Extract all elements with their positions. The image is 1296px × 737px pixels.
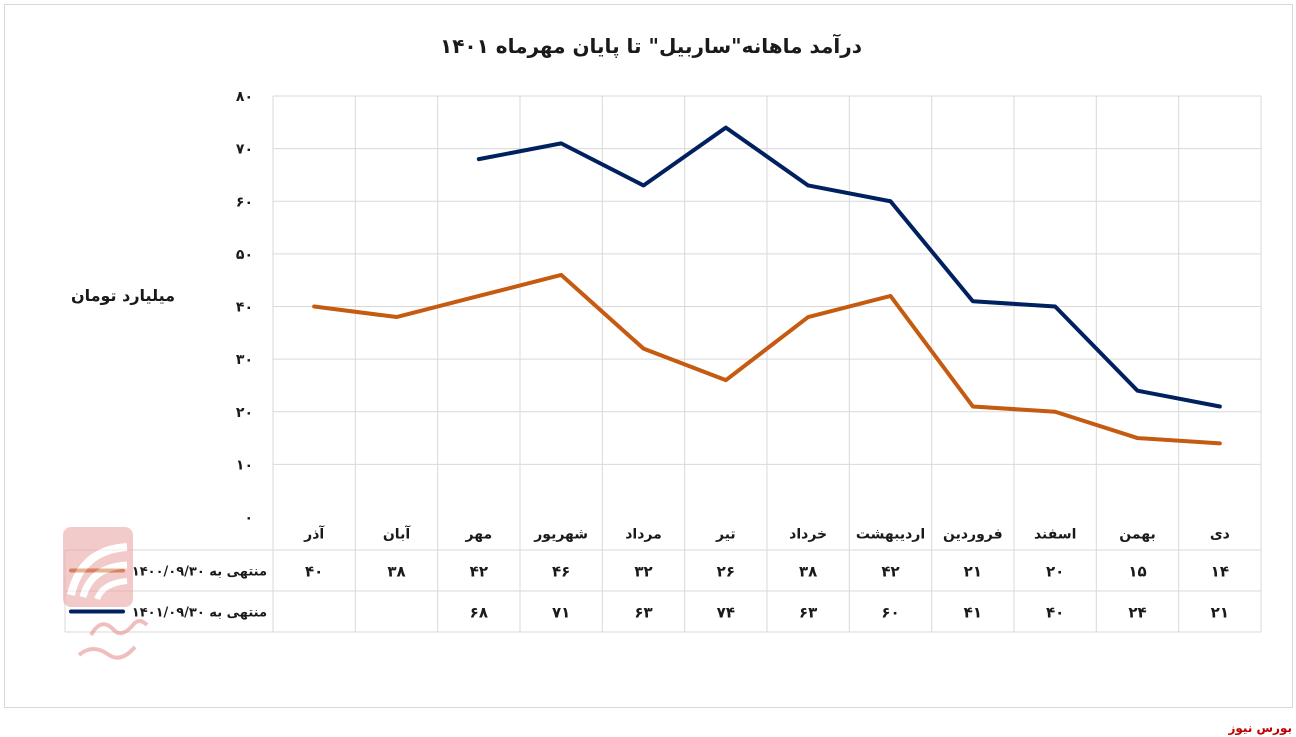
data-point bbox=[1218, 404, 1222, 408]
category-label: مهر bbox=[465, 527, 493, 543]
data-point bbox=[1053, 305, 1057, 308]
table-cell-value: ۶۳ bbox=[799, 604, 817, 622]
table-cell-value: ۳۸ bbox=[387, 563, 405, 581]
y-tick-label: ۳۰ bbox=[236, 352, 253, 368]
category-label: فروردین bbox=[943, 527, 1003, 543]
table-cell-value: ۴۶ bbox=[552, 563, 570, 581]
y-axis-label: میلیارد تومان bbox=[71, 286, 175, 305]
category-label: خرداد bbox=[789, 527, 827, 543]
data-point bbox=[806, 183, 810, 187]
table-cell-value: ۱۴ bbox=[1211, 563, 1229, 581]
category-label: آذر bbox=[303, 525, 325, 543]
y-tick-label: ۷۰ bbox=[236, 142, 253, 158]
table-cell-value: ۴۱ bbox=[964, 604, 982, 622]
y-tick-label: ۴۰ bbox=[236, 300, 253, 316]
category-label: اسفند bbox=[1034, 527, 1076, 543]
category-label: شهریور bbox=[533, 527, 588, 543]
data-point bbox=[971, 299, 975, 303]
table-cell-value: ۶۳ bbox=[634, 604, 652, 622]
source-label: بورس نیوز bbox=[1228, 721, 1292, 735]
table-cell-value: ۷۱ bbox=[552, 604, 570, 622]
table-cell-value: ۷۴ bbox=[717, 604, 735, 622]
table-cell-value: ۶۸ bbox=[470, 604, 488, 622]
y-tick-label: ۵۰ bbox=[236, 247, 253, 263]
table-cell-value: ۲۰ bbox=[1046, 563, 1064, 581]
table-cell-value: ۲۱ bbox=[964, 563, 982, 581]
data-point bbox=[642, 183, 645, 187]
data-point bbox=[1218, 441, 1222, 445]
bourse-news-logo-watermark bbox=[63, 527, 149, 660]
category-label: تیر bbox=[715, 527, 736, 543]
category-label: بهمن bbox=[1119, 527, 1155, 543]
category-label: اردیبهشت bbox=[856, 527, 925, 543]
table-cell-value: ۳۸ bbox=[799, 563, 817, 581]
table-cell-value: ۴۰ bbox=[1046, 604, 1064, 622]
table-cell-value: ۲۱ bbox=[1211, 604, 1229, 622]
data-point bbox=[559, 141, 563, 145]
table-cell-value: ۴۲ bbox=[470, 563, 488, 581]
table-cell-value: ۲۴ bbox=[1128, 604, 1146, 622]
table-cell-value: ۴۰ bbox=[305, 563, 323, 581]
y-tick-label: ۲۰ bbox=[236, 405, 253, 421]
data-point bbox=[806, 315, 810, 319]
data-point bbox=[642, 347, 645, 351]
data-point bbox=[971, 404, 975, 408]
chart-title: درآمد ماهانه"ساربیل" تا پایان مهرماه ۱۴۰… bbox=[440, 33, 862, 59]
data-point bbox=[395, 315, 398, 319]
series-name: منتهی به ۱۴۰۰/۰۹/۳۰ bbox=[132, 565, 267, 580]
line-chart: درآمد ماهانه"ساربیل" تا پایان مهرماه ۱۴۰… bbox=[64, 33, 1262, 633]
data-point bbox=[889, 199, 892, 203]
series-line-1 bbox=[312, 272, 1222, 446]
y-axis-ticks: ۰ ۱۰ ۲۰ ۳۰ ۴۰ ۵۰ ۶۰ ۷۰ ۸۰ bbox=[236, 89, 253, 526]
data-point bbox=[889, 294, 892, 298]
data-point bbox=[724, 378, 728, 382]
table-cell-value: ۴۲ bbox=[881, 563, 899, 581]
table-cell-value: ۳۲ bbox=[634, 563, 652, 581]
data-point bbox=[1053, 410, 1057, 414]
data-point bbox=[477, 157, 481, 161]
category-label: دی bbox=[1210, 527, 1230, 543]
data-point bbox=[559, 273, 563, 277]
category-label: مرداد bbox=[625, 527, 662, 543]
category-label: آبان bbox=[383, 525, 411, 543]
data-point bbox=[312, 305, 316, 308]
table-cell-value: ۲۶ bbox=[717, 563, 735, 581]
data-table: دی بهمن اسفند فروردین اردیبهشت خرداد تیر مرداد ش… bbox=[64, 525, 1261, 633]
data-point bbox=[724, 126, 728, 130]
series-name: منتهی به ۱۴۰۱/۰۹/۳۰ bbox=[132, 606, 267, 621]
series-lines bbox=[312, 125, 1222, 446]
table-cell-value: ۱۵ bbox=[1128, 563, 1146, 581]
chart-frame: درآمد ماهانه"ساربیل" تا پایان مهرماه ۱۴۰… bbox=[4, 4, 1293, 708]
y-tick-label: ۶۰ bbox=[236, 194, 253, 210]
data-point bbox=[1136, 389, 1139, 393]
data-point bbox=[477, 294, 481, 298]
table-cell-value: ۶۰ bbox=[881, 604, 899, 622]
y-tick-label: ۰ bbox=[244, 510, 253, 526]
y-tick-label: ۱۰ bbox=[236, 457, 253, 473]
series-line-2 bbox=[476, 125, 1222, 409]
data-point bbox=[1136, 436, 1139, 440]
y-tick-label: ۸۰ bbox=[236, 89, 253, 105]
